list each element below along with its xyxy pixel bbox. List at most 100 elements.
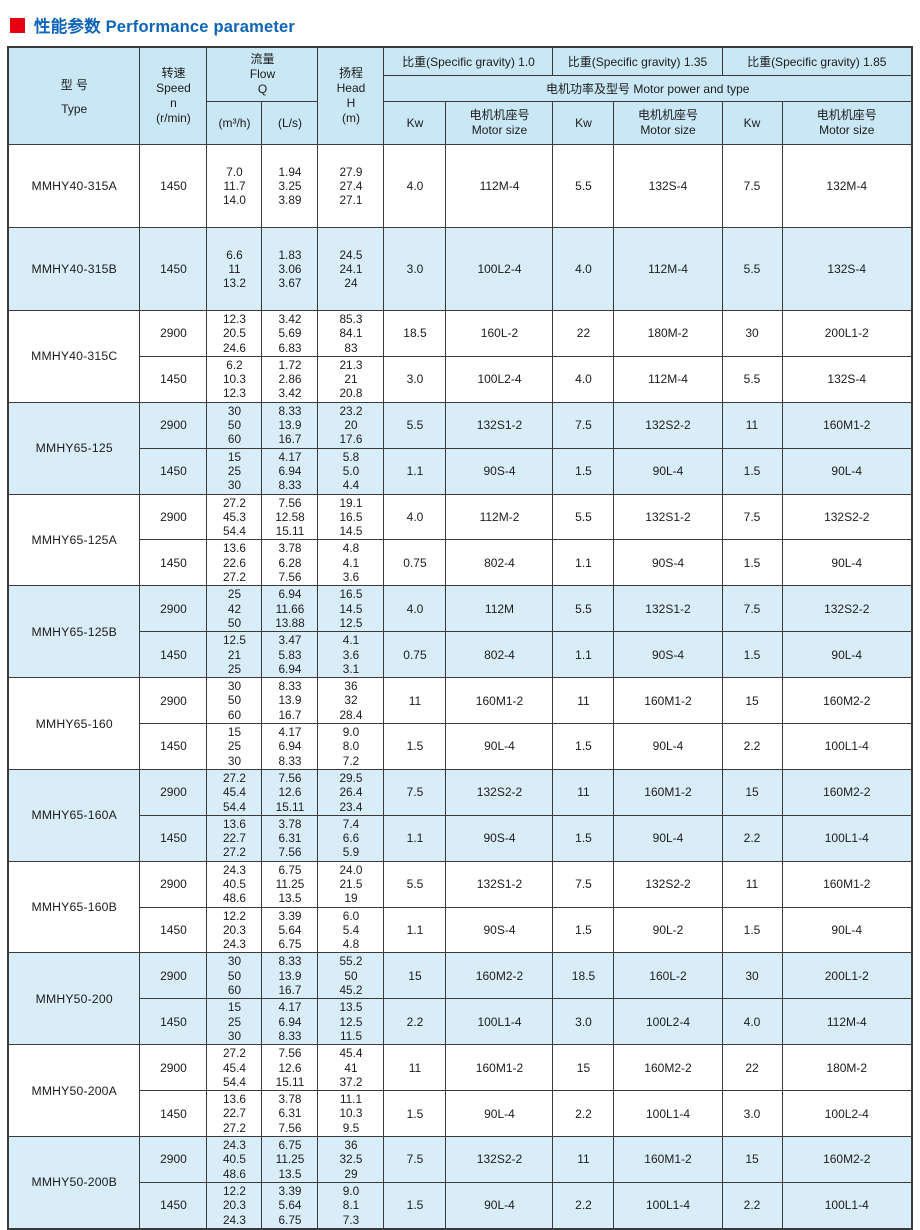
col-header-gravity-1-35: 比重(Specific gravity) 1.35 [552, 46, 723, 76]
table-row: MMHY50-200 2900 30 50 60 8.33 13.9 16.7 55.2… [7, 952, 913, 1046]
col-header-flow-m3h: (m³/h) [206, 101, 263, 145]
pump-type-cell: MMHY65-125B [7, 585, 141, 679]
flow-m3h-cell: 25 42 50 [206, 585, 263, 633]
motor-size-cell: 112M-2 [445, 493, 554, 541]
kw-cell: 7.5 [721, 144, 783, 228]
flow-ls-cell: 1.83 3.06 3.67 [261, 227, 319, 311]
motor-size-cell: 90S-4 [445, 906, 554, 954]
kw-cell: 15 [552, 1044, 615, 1092]
flow-ls-cell: 3.39 5.64 6.75 [261, 906, 319, 954]
flow-ls-cell: 6.94 11.66 13.88 [261, 585, 319, 633]
motor-size-cell: 100L1-4 [781, 1181, 913, 1230]
flow-ls-cell: 3.39 5.64 6.75 [261, 1181, 319, 1230]
kw-cell: 2.2 [721, 1181, 783, 1230]
table-row: 1450 13.6 22.7 27.2 3.78 6.31 7.56 11.1 10.… [8, 1090, 913, 1138]
motor-size-cell: 160M2-2 [445, 952, 554, 1000]
kw-cell: 1.5 [721, 539, 783, 587]
table-row: MMHY40-315A 1450 7.0 11.7 14.0 1.94 3.25 3.… [7, 144, 913, 228]
red-square-bullet-icon [10, 17, 25, 33]
pump-type-cell: MMHY50-200B [7, 1136, 141, 1230]
speed-cell: 1450 [139, 723, 208, 770]
kw-cell: 5.5 [383, 401, 447, 449]
kw-cell: 2.2 [721, 814, 783, 862]
header-row-motor-power: 电机功率及型号 Motor power and type [8, 75, 913, 102]
flow-m3h-cell: 12.2 20.3 24.3 [206, 1181, 263, 1230]
pump-type-cell: MMHY50-200A [7, 1044, 141, 1138]
kw-cell: 3.0 [383, 355, 447, 403]
motor-size-cell: 802-4 [445, 631, 554, 679]
col-header-flow-ls: (L/s) [261, 101, 319, 145]
flow-ls-cell: 4.17 6.94 8.33 [261, 998, 319, 1046]
flow-ls-cell: 1.94 3.25 3.89 [261, 144, 319, 228]
kw-cell: 1.5 [552, 723, 615, 770]
flow-m3h-cell: 13.6 22.6 27.2 [206, 539, 263, 587]
motor-size-cell: 802-4 [445, 539, 554, 587]
kw-cell: 7.5 [383, 768, 447, 816]
kw-cell: 5.5 [721, 355, 783, 403]
motor-size-cell: 90L-4 [613, 447, 723, 495]
kw-cell: 11 [383, 677, 447, 725]
table-body: MMHY40-315A 1450 7.0 11.7 14.0 1.94 3.25 3.… [7, 144, 913, 1230]
table-row: MMHY50-200A 2900 27.2 45.4 54.4 7.56 12.6 1… [7, 1044, 913, 1138]
motor-size-cell: 200L1-2 [781, 310, 913, 357]
speed-cell: 1450 [139, 227, 208, 311]
kw-cell: 5.5 [383, 860, 447, 908]
kw-cell: 30 [721, 310, 783, 357]
col-header-kw-2: Kw [552, 101, 615, 145]
motor-size-cell: 180M-2 [613, 310, 723, 357]
pump-type-cell: MMHY50-200 [7, 952, 141, 1046]
kw-cell: 1.5 [721, 906, 783, 954]
flow-m3h-cell: 13.6 22.7 27.2 [206, 1090, 263, 1138]
kw-cell: 11 [552, 677, 615, 725]
kw-cell: 1.5 [383, 723, 447, 770]
head-cell: 29.5 26.4 23.4 [317, 768, 385, 816]
motor-size-cell: 112M-4 [613, 227, 723, 311]
pump-type-cell: MMHY65-160B [7, 860, 141, 954]
speed-cell: 2900 [139, 1136, 208, 1183]
pump-type-cell: MMHY65-125 [7, 401, 141, 495]
flow-ls-cell: 3.78 6.28 7.56 [261, 539, 319, 587]
speed-cell: 1450 [139, 631, 208, 679]
motor-size-cell: 132S-4 [781, 227, 913, 311]
table-row: MMHY65-160 2900 30 50 60 8.33 13.9 16.7 36 3… [7, 677, 913, 770]
kw-cell: 1.1 [383, 447, 447, 495]
table-header: 型 号 Type 转速 Speed n (r/min) 流量 Flow Q 扬程… [7, 46, 913, 145]
flow-m3h-cell: 30 50 60 [206, 952, 263, 1000]
speed-cell: 1450 [139, 906, 208, 954]
speed-cell: 1450 [139, 355, 208, 403]
motor-size-cell: 90L-4 [445, 1181, 554, 1230]
col-header-flow: 流量 Flow Q [206, 46, 319, 102]
speed-cell: 2900 [139, 952, 208, 1000]
pump-type-cell: MMHY65-160A [7, 768, 141, 862]
head-cell: 4.1 3.6 3.1 [317, 631, 385, 679]
kw-cell: 11 [721, 401, 783, 449]
motor-size-cell: 90L-4 [781, 906, 913, 954]
head-cell: 16.5 14.5 12.5 [317, 585, 385, 633]
table-row: 1450 13.6 22.7 27.2 3.78 6.31 7.56 7.4 6.6 … [8, 814, 913, 862]
head-cell: 7.4 6.6 5.9 [317, 814, 385, 862]
col-header-kw-3: Kw [721, 101, 783, 145]
motor-size-cell: 132M-4 [781, 144, 913, 228]
col-header-type-zh: 型 号 [60, 78, 88, 92]
table-row: MMHY65-160A 2900 27.2 45.4 54.4 7.56 12.6 1… [7, 768, 913, 862]
motor-size-cell: 160M2-2 [781, 768, 913, 816]
motor-size-cell: 90S-4 [445, 447, 554, 495]
speed-cell: 1450 [139, 1090, 208, 1138]
head-cell: 24.0 21.5 19 [317, 860, 385, 908]
motor-size-cell: 100L2-4 [781, 1090, 913, 1138]
col-header-speed: 转速 Speed n (r/min) [139, 46, 208, 145]
col-header-gravity-1-85: 比重(Specific gravity) 1.85 [721, 46, 913, 76]
col-header-type: 型 号 Type [7, 46, 141, 145]
flow-m3h-cell: 6.2 10.3 12.3 [206, 355, 263, 403]
flow-m3h-cell: 12.2 20.3 24.3 [206, 906, 263, 954]
col-header-head: 扬程 Head H (m) [317, 46, 385, 145]
kw-cell: 7.5 [721, 493, 783, 541]
flow-m3h-cell: 13.6 22.7 27.2 [206, 814, 263, 862]
kw-cell: 4.0 [383, 585, 447, 633]
head-cell: 27.9 27.4 27.1 [317, 144, 385, 228]
speed-cell: 1450 [139, 447, 208, 495]
motor-size-cell: 112M [445, 585, 554, 633]
flow-ls-cell: 7.56 12.58 15.11 [261, 493, 319, 541]
head-cell: 4.8 4.1 3.6 [317, 539, 385, 587]
kw-cell: 1.5 [383, 1090, 447, 1138]
